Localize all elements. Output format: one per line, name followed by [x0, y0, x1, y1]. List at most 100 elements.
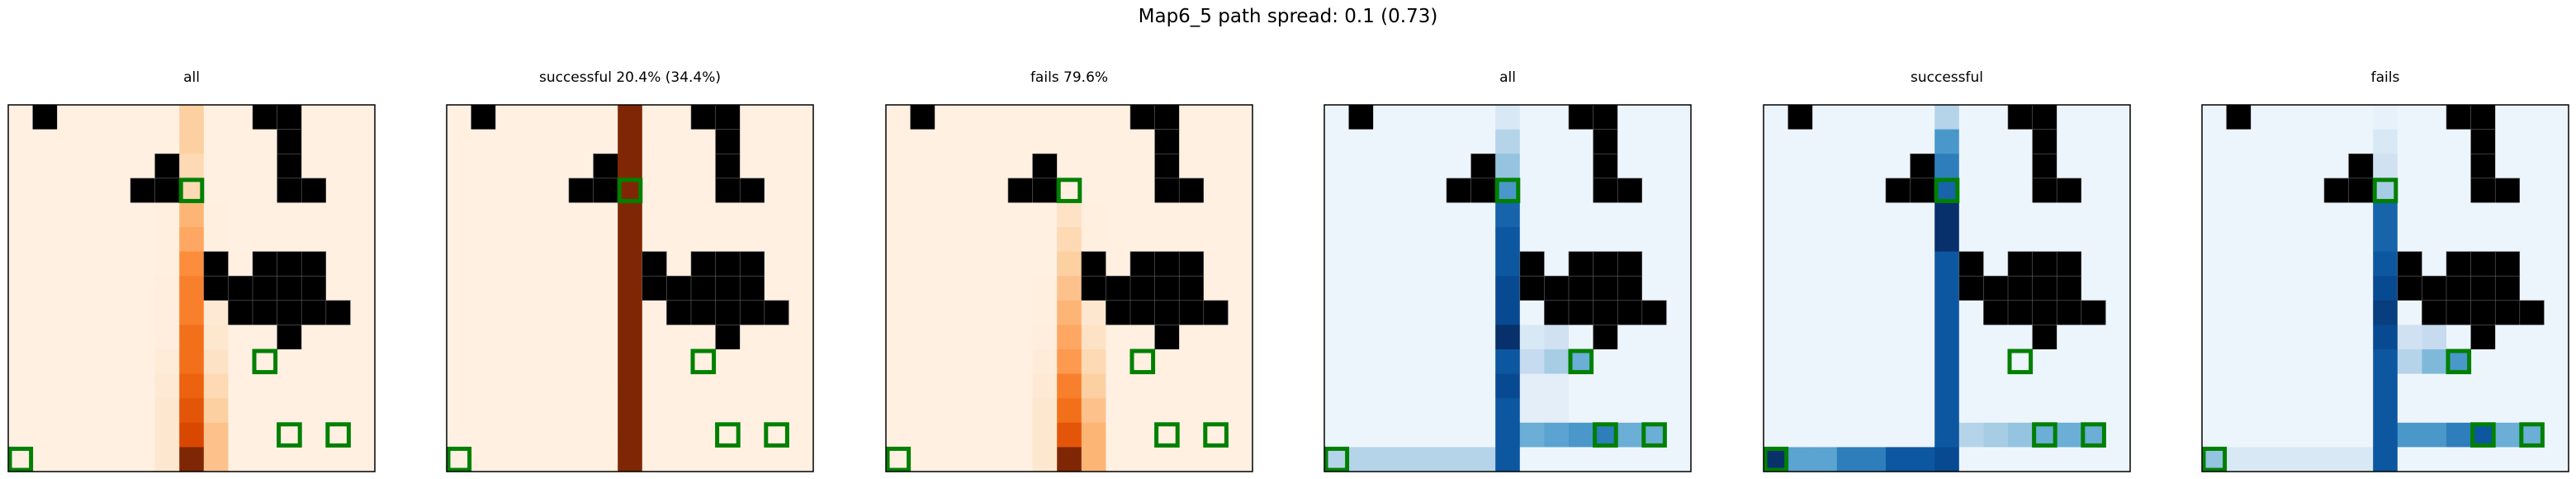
heat-cell [203, 227, 229, 252]
heat-cell [1422, 251, 1447, 277]
heat-cell [32, 447, 58, 472]
obstacle-cell [2519, 300, 2545, 326]
heat-cell [1106, 447, 1131, 472]
heat-cell [2299, 349, 2325, 374]
heat-cell [81, 178, 107, 203]
heat-cell [57, 398, 83, 424]
heat-cell [2446, 422, 2471, 448]
heat-cell [350, 300, 376, 325]
heat-cell [301, 202, 327, 228]
heat-cell [519, 447, 545, 472]
heat-cell [1983, 325, 2009, 350]
heat-cell [2081, 202, 2106, 228]
heat-cell [2251, 251, 2276, 277]
axes-frame [1763, 104, 2131, 472]
heat-cell [228, 373, 253, 399]
heat-cell [179, 422, 205, 448]
obstacle-cell [642, 275, 668, 301]
heat-cell [1617, 154, 1643, 179]
heat-cell [2057, 154, 2082, 179]
heat-cell [32, 178, 58, 203]
heat-cell [2008, 178, 2033, 203]
heat-cell [130, 276, 155, 301]
heat-cell [764, 105, 789, 130]
heat-cell [1130, 129, 1155, 154]
heat-cell [1422, 398, 1447, 424]
heat-cell [154, 447, 180, 472]
heat-cell [910, 300, 935, 325]
heat-cell [1057, 373, 1082, 399]
heat-cell [1179, 154, 1205, 179]
heat-cell [1569, 325, 1593, 350]
heat-cell [983, 227, 1009, 252]
heat-cell [1106, 129, 1131, 154]
heat-cell [1106, 349, 1131, 374]
obstacle-cell [1129, 104, 1156, 130]
heat-cell [81, 373, 107, 399]
heat-cell [1495, 276, 1521, 301]
heat-cell [253, 129, 277, 154]
heat-cell [2299, 251, 2325, 277]
heat-cell [2275, 373, 2300, 399]
obstacle-cell [1154, 325, 1180, 350]
heat-cell [1057, 276, 1082, 301]
heat-cell [1812, 349, 1838, 374]
heat-cell [253, 447, 277, 472]
heat-cell [691, 154, 716, 179]
obstacle-cell [2494, 178, 2521, 204]
heat-cell [301, 373, 327, 399]
obstacle-cell [1568, 251, 1594, 277]
heat-cell [2324, 373, 2349, 399]
heat-cell [1812, 373, 1838, 399]
heat-cell [8, 422, 33, 448]
heat-cell [1373, 202, 1399, 228]
heat-cell [642, 154, 667, 179]
heat-cell [1764, 105, 1788, 130]
heat-cell [1348, 398, 1374, 424]
heat-cell [301, 105, 327, 130]
heat-cell [350, 105, 376, 130]
heat-cell [983, 251, 1009, 277]
heat-cell [2251, 325, 2276, 350]
heat-cell [106, 325, 131, 350]
heat-cell [179, 154, 205, 179]
heat-cell [2032, 398, 2057, 424]
heat-cell [203, 422, 229, 448]
heat-cell [2008, 325, 2033, 350]
heat-cell [471, 202, 496, 228]
heat-cell [519, 154, 545, 179]
heat-cell [1593, 447, 1618, 472]
heat-cell [1348, 178, 1374, 203]
heat-cell [1057, 300, 1082, 325]
heat-cell [1422, 129, 1447, 154]
heat-cell [642, 325, 667, 350]
heat-cell [2324, 398, 2349, 424]
heat-cell [1886, 398, 1911, 424]
heat-cell [740, 447, 765, 472]
obstacle-cell [1983, 300, 2009, 326]
heat-cell [1983, 422, 2009, 448]
heat-cell [2226, 251, 2252, 277]
heat-cell [740, 105, 765, 130]
heat-cell [1324, 154, 1349, 179]
heat-cell [1836, 300, 1862, 325]
heat-cell [179, 349, 205, 374]
heat-cell [1764, 154, 1788, 179]
heat-cell [1983, 447, 2009, 472]
obstacle-cell [1593, 104, 1618, 130]
heat-cell [1397, 202, 1423, 228]
heat-cell [2226, 398, 2252, 424]
heat-cell [495, 227, 521, 252]
heat-cell [2275, 129, 2300, 154]
heat-cell [2544, 300, 2569, 325]
heat-cell [350, 178, 376, 203]
heat-cell [130, 373, 155, 399]
heat-cell [179, 178, 205, 203]
heat-cell [2251, 422, 2276, 448]
heat-cell [2202, 105, 2227, 130]
heat-cell [1861, 251, 1887, 277]
obstacle-cell [1910, 178, 1935, 204]
heat-cell [1569, 178, 1593, 203]
heat-cell [106, 178, 131, 203]
heat-cell [519, 349, 545, 374]
